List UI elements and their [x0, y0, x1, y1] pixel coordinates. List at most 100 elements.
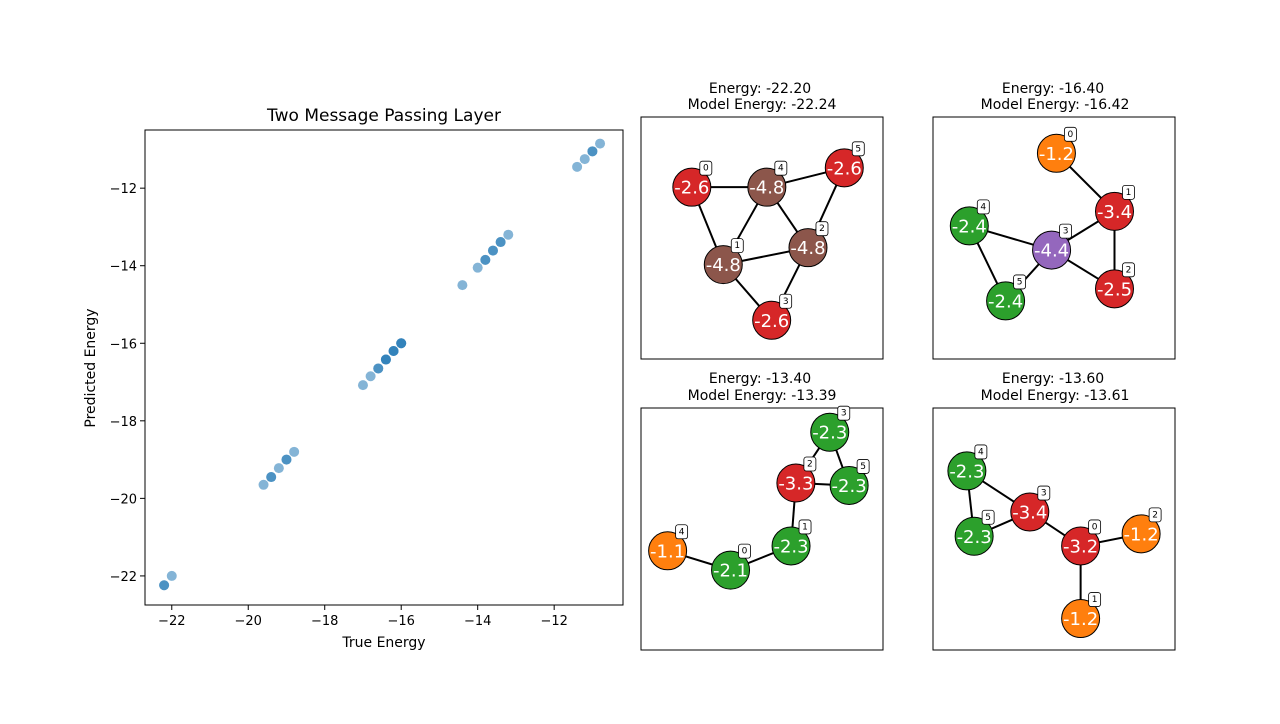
- graph-node-id: 3: [841, 409, 847, 419]
- scatter-point: [388, 346, 399, 357]
- graph-panel-4-model-energy-title: Model Energy: -13.61: [981, 388, 1130, 404]
- y-tick-label: −16: [110, 337, 137, 352]
- graph-node-id: 2: [807, 460, 813, 470]
- graph-node-id: 0: [703, 164, 709, 174]
- graph-node-id-box: [1037, 485, 1051, 501]
- graph-node-id-box: [699, 160, 713, 176]
- graph-node-id-box: [815, 221, 829, 237]
- graph-node-value: -2.6: [674, 178, 709, 199]
- graph-node: [711, 550, 751, 590]
- x-tick-label: −14: [464, 614, 491, 629]
- graph-node-id: 3: [1041, 489, 1047, 499]
- graph-panel-4-frame: [932, 407, 1176, 651]
- graph-node-id-box: [981, 509, 995, 525]
- graph-node-value: -4.8: [790, 238, 825, 259]
- graph-node-id: 5: [985, 513, 991, 523]
- scatter-point: [365, 371, 376, 382]
- graph-node-id: 0: [1068, 130, 1074, 140]
- graph-node-value: -3.4: [1097, 202, 1132, 223]
- graph-node-value: -4.4: [1034, 241, 1069, 262]
- scatter-point: [587, 146, 598, 157]
- graph-node-id-box: [1122, 184, 1135, 200]
- graph-node-value: -2.4: [988, 291, 1023, 312]
- graph-node-id-box: [803, 456, 817, 472]
- graph-node: [788, 228, 828, 268]
- graph-node-value: -2.4: [952, 216, 987, 237]
- graph-node-value: -1.1: [650, 541, 685, 562]
- graph-nodes: -2.1 0 -2.3 1 -3.3 2 -2.3 3 -1.1 4 -2.3 5: [648, 405, 870, 590]
- scatter-point: [572, 161, 583, 172]
- y-tick-label: −18: [110, 415, 137, 430]
- scatter-point: [396, 338, 407, 349]
- y-tick-label: −22: [110, 570, 137, 585]
- graph-panel-2-network: -1.2 0 -3.4 1 -2.5 2 -4.4 3 -2.4 4 -2.4 5: [949, 126, 1135, 321]
- graph-node: [771, 526, 811, 566]
- scatter-point: [273, 463, 284, 474]
- graph-node-id-box: [798, 519, 812, 535]
- graph-node: [824, 148, 864, 188]
- graph-node-id: 1: [1092, 595, 1098, 605]
- graph-node-id: 2: [1152, 510, 1158, 520]
- y-tick-label: −14: [110, 260, 137, 275]
- scatter-point: [595, 138, 606, 149]
- graph-node-value: -3.4: [1012, 503, 1047, 524]
- scatter-point: [258, 479, 269, 490]
- graph-node-id: 4: [980, 202, 986, 212]
- graph-panel-3-frame: [640, 407, 884, 651]
- scatter-point: [457, 280, 468, 291]
- graph-node: [752, 300, 792, 340]
- scatter-points: [159, 138, 606, 591]
- graph-node-value: -3.2: [1063, 536, 1098, 557]
- graph-panel-4-energy-title: Energy: -13.60: [1002, 371, 1104, 387]
- graph-node: [1095, 269, 1134, 309]
- graph-nodes: -3.2 0 -1.2 1 -1.2 2 -3.4 3 -2.3 4 -2.3 5: [947, 444, 1162, 639]
- graph-panel-1: Energy: -22.20 Model Energy: -22.24 -2.6…: [640, 81, 884, 360]
- graph-panel-3-energy-title: Energy: -13.40: [709, 371, 811, 387]
- graph-panel-2-frame: [932, 116, 1176, 360]
- scatter-point: [357, 380, 368, 391]
- graph-node-id-box: [1122, 262, 1135, 278]
- graph-panel-1-energy-title: Energy: -22.20: [709, 81, 811, 97]
- graph-node-value: -1.2: [1039, 144, 1074, 165]
- graph-node-value: -2.6: [754, 311, 789, 332]
- graph-node: [1095, 191, 1134, 231]
- graph-node: [947, 451, 987, 491]
- graph-node-id-box: [1148, 507, 1162, 523]
- graph-panel-3: Energy: -13.40 Model Energy: -13.39 -2.1…: [640, 371, 884, 651]
- graph-node-id: 1: [1126, 188, 1132, 198]
- scatter-point: [266, 472, 277, 483]
- graph-node: [1010, 492, 1050, 532]
- graph-panel-3-model-energy-title: Model Energy: -13.39: [688, 388, 837, 404]
- scatter-point: [373, 363, 384, 374]
- graph-node-id-box: [1059, 223, 1072, 239]
- graph-node-id: 0: [742, 547, 748, 557]
- graph-node: [949, 206, 989, 246]
- scatter-point: [380, 354, 391, 365]
- x-tick-label: −12: [540, 614, 567, 629]
- graph-node-id: 4: [679, 527, 685, 537]
- graph-node-id: 3: [783, 297, 789, 307]
- graph-node: [1121, 514, 1161, 554]
- graph-node-id: 1: [734, 241, 740, 251]
- graph-node-value: -2.3: [957, 527, 992, 548]
- graph-panel-4-network: -3.2 0 -1.2 1 -1.2 2 -3.4 3 -2.3 4 -2.3 5: [947, 444, 1162, 639]
- graph-node-id: 0: [1092, 522, 1098, 532]
- graph-node-id: 2: [1126, 265, 1132, 275]
- scatter-plot: Two Message Passing Layer −22 −20 −18 −16 −1…: [83, 106, 624, 651]
- scatter-y-ticks: −22 −20 −18 −16 −14 −12: [110, 182, 145, 585]
- scatter-title: Two Message Passing Layer: [266, 106, 501, 126]
- graph-node-id: 5: [860, 462, 866, 472]
- graph-node-id-box: [974, 444, 988, 460]
- graph-node-value: -2.3: [773, 536, 808, 557]
- scatter-x-ticks: −22 −20 −18 −16 −14 −12: [158, 605, 568, 629]
- scatter-point: [159, 580, 170, 591]
- scatter-point: [166, 570, 177, 581]
- graph-panel-4: Energy: -13.60 Model Energy: -13.61 -3.2…: [932, 371, 1176, 651]
- graph-node-id-box: [1013, 274, 1026, 290]
- graph-node-value: -4.8: [749, 178, 784, 199]
- y-tick-label: −20: [110, 492, 137, 507]
- graph-node-id-box: [774, 160, 788, 176]
- scatter-point: [281, 454, 292, 465]
- graph-node-id-box: [1088, 592, 1102, 607]
- scatter-plot-frame: [144, 129, 624, 606]
